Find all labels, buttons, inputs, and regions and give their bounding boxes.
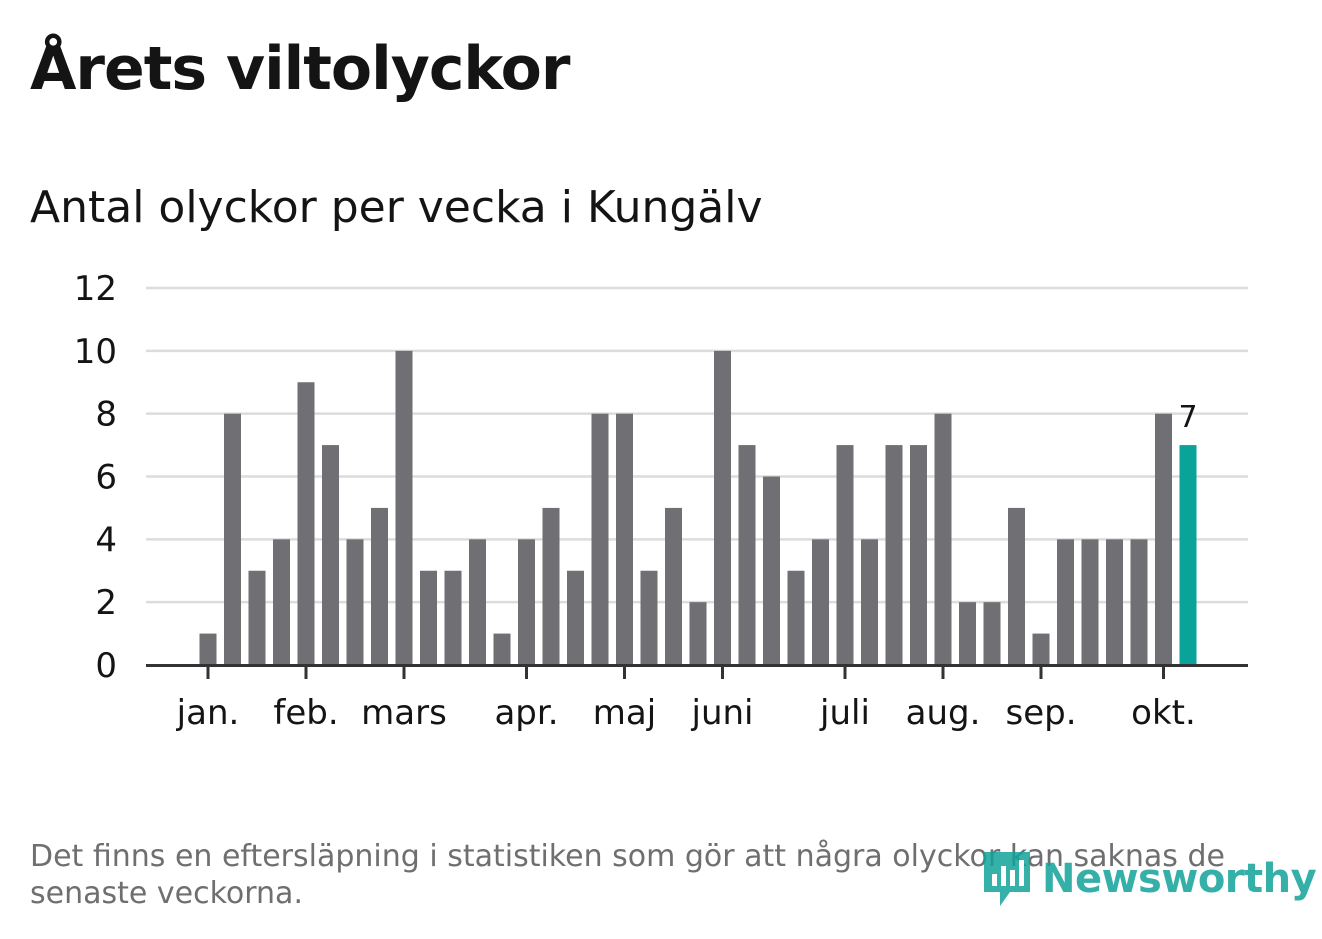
y-tick-label: 2 xyxy=(95,583,117,623)
data-labels: 7 xyxy=(1178,400,1197,435)
bar xyxy=(616,413,633,665)
bar-current-week xyxy=(1179,445,1197,665)
bar xyxy=(689,602,707,665)
x-axis-ticks: jan. feb. mars apr. maj juni juli aug. sep. okt. xyxy=(176,667,1196,733)
logo-text: Newsworthy xyxy=(1042,856,1317,902)
bar xyxy=(420,570,437,665)
bar xyxy=(714,350,731,665)
bar xyxy=(346,539,364,665)
bar xyxy=(738,445,756,665)
bar xyxy=(910,445,927,665)
x-tick-label: mars xyxy=(361,693,447,733)
data-label-current-week: 7 xyxy=(1178,400,1197,435)
chart-title: Årets viltolyckor xyxy=(30,34,570,104)
bar xyxy=(1106,539,1123,665)
bars xyxy=(199,350,1197,665)
x-tick-label: maj xyxy=(593,693,656,733)
bar xyxy=(395,350,413,665)
y-tick-label: 4 xyxy=(95,520,117,560)
bar xyxy=(934,413,952,665)
bar xyxy=(640,570,658,665)
bar xyxy=(861,539,878,665)
x-tick-label: feb. xyxy=(273,693,338,733)
x-tick-label: okt. xyxy=(1131,693,1196,733)
bar xyxy=(1008,507,1025,665)
chart-subtitle: Antal olyckor per vecka i Kungälv xyxy=(30,182,763,233)
bar xyxy=(567,570,584,665)
bar xyxy=(297,382,315,665)
newsworthy-logo: Newsworthy xyxy=(980,848,1317,910)
bar-chart-speech-bubble-icon xyxy=(984,852,1030,906)
bar xyxy=(322,445,339,665)
x-tick-label: aug. xyxy=(906,693,981,733)
bar xyxy=(787,570,805,665)
y-tick-label: 8 xyxy=(95,395,117,435)
bar xyxy=(1155,413,1172,665)
y-tick-label: 10 xyxy=(74,332,117,372)
bar xyxy=(469,539,486,665)
bar xyxy=(812,539,829,665)
x-tick-label: sep. xyxy=(1005,693,1076,733)
bar xyxy=(665,507,682,665)
bar xyxy=(444,570,462,665)
x-tick-label: jan. xyxy=(176,693,240,733)
bar xyxy=(518,539,535,665)
bar xyxy=(248,570,266,665)
bar xyxy=(199,633,217,665)
bar xyxy=(273,539,290,665)
bar xyxy=(1081,539,1099,665)
x-tick-label: juni xyxy=(691,693,754,733)
bar xyxy=(224,413,241,665)
bar-chart: 0 2 4 6 8 10 12 jan. feb. mars apr. maj juni juli aug… xyxy=(74,269,1248,733)
y-axis-ticks: 0 2 4 6 8 10 12 xyxy=(74,269,117,686)
bar xyxy=(591,413,609,665)
bar xyxy=(763,476,780,665)
bar xyxy=(1130,539,1148,665)
bar xyxy=(836,445,854,665)
bar xyxy=(885,445,903,665)
bar xyxy=(1057,539,1074,665)
bar xyxy=(1032,633,1050,665)
bar xyxy=(371,507,388,665)
y-tick-label: 12 xyxy=(74,269,117,309)
x-tick-label: apr. xyxy=(494,693,558,733)
bar xyxy=(959,602,976,665)
bar xyxy=(493,633,511,665)
y-tick-label: 6 xyxy=(95,458,117,498)
bar xyxy=(542,507,560,665)
y-tick-label: 0 xyxy=(95,646,117,686)
bar xyxy=(983,602,1001,665)
x-tick-label: juli xyxy=(819,693,870,733)
